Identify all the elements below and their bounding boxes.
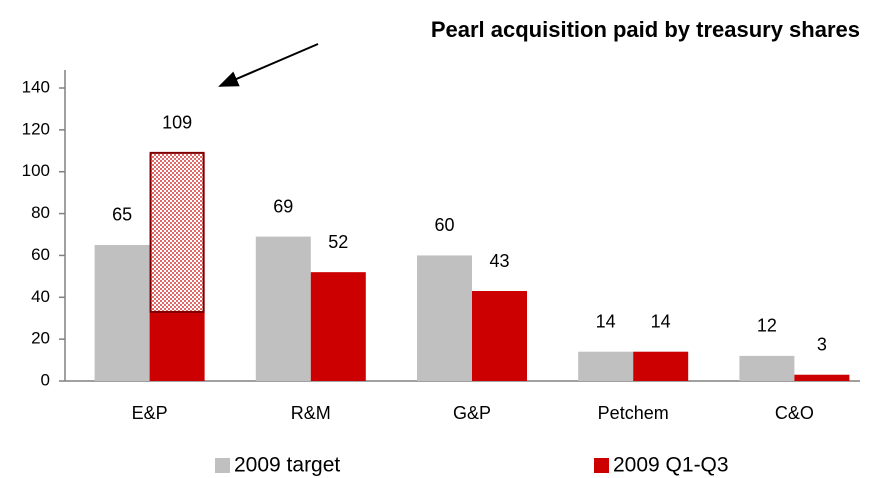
value-label: 65: [112, 205, 132, 225]
bar: [94, 244, 150, 381]
value-label: 109: [162, 113, 192, 133]
bar: [417, 255, 472, 381]
y-tick-label: 60: [31, 245, 50, 264]
x-tick-label: R&M: [291, 403, 331, 423]
annotation-segment: [149, 151, 205, 313]
annotation-arrow: [218, 43, 319, 87]
x-tick-label: Petchem: [598, 403, 669, 423]
bar: [739, 355, 795, 381]
y-tick-label: 100: [22, 161, 50, 180]
y-tick-label: 0: [41, 370, 50, 389]
x-tick-label: C&O: [775, 403, 814, 423]
bar: [633, 351, 689, 381]
legend-label: 2009 target: [234, 454, 340, 477]
value-label: 43: [489, 251, 509, 271]
x-tick-label: G&P: [453, 403, 491, 423]
y-tick-label: 40: [31, 287, 50, 306]
bar: [578, 351, 634, 381]
bar: [255, 236, 311, 381]
bar: [310, 272, 366, 381]
value-label: 52: [328, 232, 348, 252]
y-tick-label: 80: [31, 203, 50, 222]
x-tick-label: E&P: [132, 403, 168, 423]
value-label: 12: [757, 316, 777, 336]
bar: [472, 291, 527, 381]
value-label: 14: [596, 311, 616, 331]
legend-swatch: [594, 458, 609, 473]
annotation-text: Pearl acquisition paid by treasury share…: [431, 17, 860, 42]
y-tick-label: 140: [22, 77, 50, 96]
y-tick-label: 20: [31, 329, 50, 348]
value-label: 60: [434, 215, 454, 235]
legend-label: 2009 Q1-Q3: [613, 454, 729, 477]
value-label: 3: [817, 334, 827, 354]
legend-swatch: [215, 458, 230, 473]
y-tick-label: 120: [22, 119, 50, 138]
value-label: 14: [651, 311, 671, 331]
value-label: 69: [273, 196, 293, 216]
bar: [794, 374, 850, 381]
